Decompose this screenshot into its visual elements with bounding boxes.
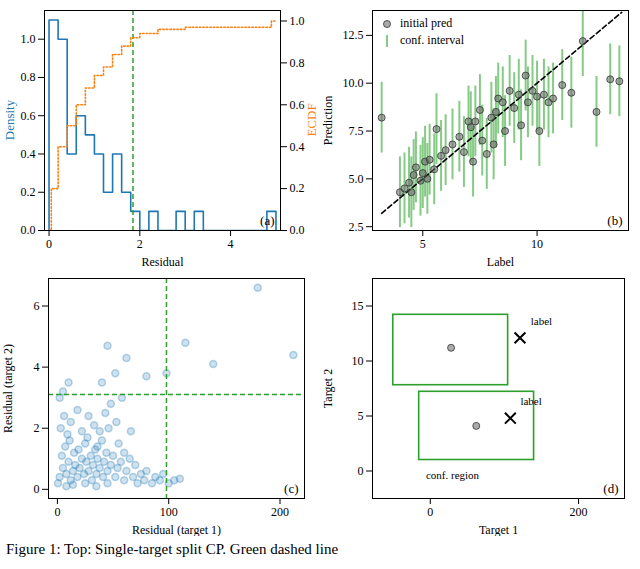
svg-text:5.0: 5.0 [349,172,364,186]
svg-text:200: 200 [271,505,289,519]
html-text:conf. interval: conf. interval [400,33,464,47]
svg-text:2: 2 [34,421,40,435]
svg-text:Residual (target 1): Residual (target 1) [132,523,221,537]
svg-text:1.0: 1.0 [290,14,305,28]
svg-text:4: 4 [34,360,40,374]
svg-text:2.5: 2.5 [349,220,364,234]
html-text:ECDF: ECDF [304,103,319,137]
svg-text:0.6: 0.6 [290,98,305,112]
svg-text:4: 4 [228,237,234,251]
svg-text:(d): (d) [603,481,618,496]
svg-text:Residual: Residual [142,255,185,269]
svg-text:(b): (b) [607,213,622,228]
svg-text:0.8: 0.8 [290,56,305,70]
svg-text:12.5: 12.5 [343,28,364,42]
html-text:Figure 1: Top: Single-target s: Figure 1: Top: Single-target split CP. G… [6,541,339,557]
svg-text:0.4: 0.4 [21,147,36,161]
svg-text:100: 100 [160,505,178,519]
svg-text:0.8: 0.8 [21,70,36,84]
svg-text:200: 200 [570,505,588,519]
svg-text:(a): (a) [260,213,274,228]
svg-text:10: 10 [531,237,543,251]
svg-text:conf. region: conf. region [426,469,480,481]
svg-text:15: 15 [352,299,364,313]
svg-text:0: 0 [34,482,40,496]
svg-text:0: 0 [46,237,52,251]
svg-text:Prediction: Prediction [321,96,335,145]
svg-text:5: 5 [420,237,426,251]
svg-text:label: label [520,395,541,407]
svg-text:0.6: 0.6 [21,109,36,123]
svg-text:0.2: 0.2 [290,181,305,195]
svg-text:Label: Label [487,255,515,269]
svg-text:Target 1: Target 1 [479,523,518,537]
svg-text:(c): (c) [284,481,298,496]
svg-text:2: 2 [137,237,143,251]
svg-text:0.4: 0.4 [290,140,305,154]
svg-text:label: label [531,315,552,327]
svg-text:0: 0 [54,505,60,519]
svg-text:0: 0 [358,464,364,478]
html-text:initial pred: initial pred [400,16,453,30]
svg-text:6: 6 [34,299,40,313]
svg-text:10.0: 10.0 [343,76,364,90]
svg-text:Target 2: Target 2 [321,369,335,408]
svg-text:Residual (target 2): Residual (target 2) [1,344,15,433]
html-text:Density: Density [2,99,17,141]
svg-text:7.5: 7.5 [349,124,364,138]
svg-text:10: 10 [352,354,364,368]
svg-text:0.0: 0.0 [21,223,36,237]
svg-text:0.0: 0.0 [290,223,305,237]
svg-text:0.2: 0.2 [21,185,36,199]
svg-text:1.0: 1.0 [21,32,36,46]
svg-text:5: 5 [358,409,364,423]
svg-text:0: 0 [427,505,433,519]
